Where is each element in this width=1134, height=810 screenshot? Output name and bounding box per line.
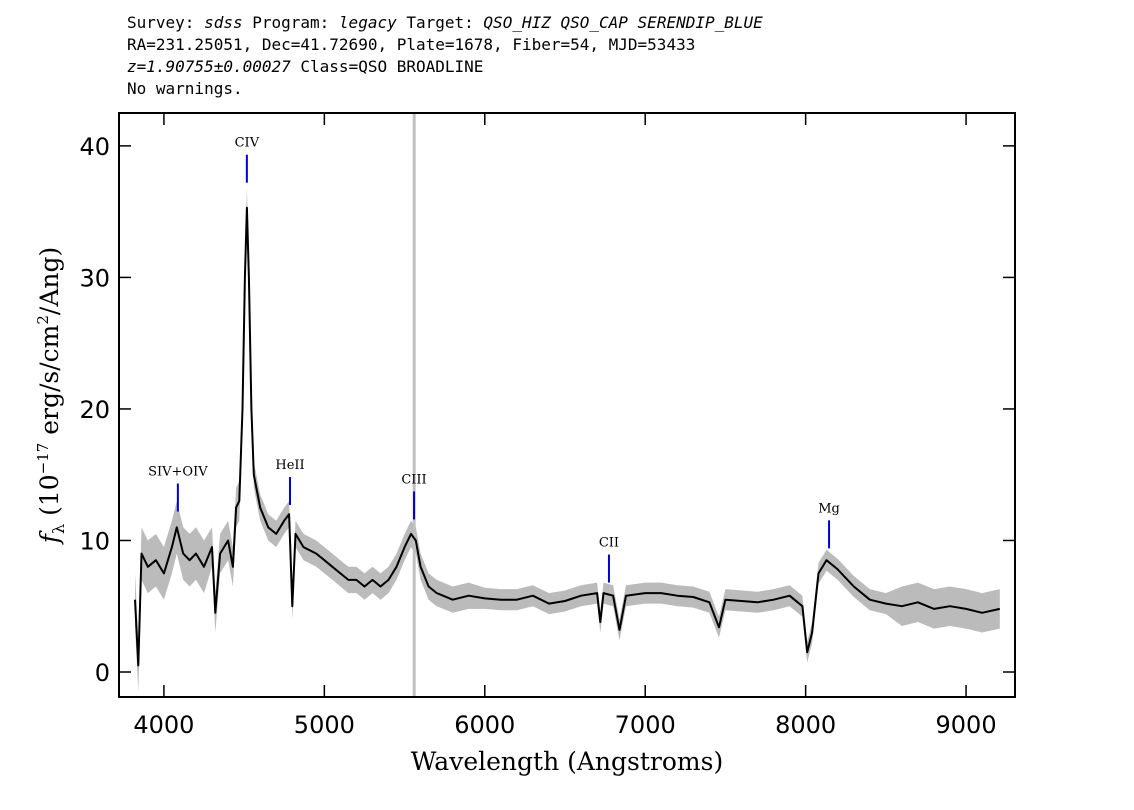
line-label: SIV+OIV: [148, 465, 208, 480]
y-tick-label: 20: [79, 396, 110, 424]
header-text: legacy: [339, 13, 397, 32]
x-tick-label: 8000: [775, 711, 836, 739]
plot-area: SIV+OIV CIV HeII CIII CII Mg: [134, 113, 1001, 697]
header-text: No warnings.: [127, 79, 243, 98]
y-tick-label: 0: [95, 659, 110, 687]
line-label: Mg: [818, 501, 840, 516]
header-text: Survey:: [127, 13, 204, 32]
line-label: CIV: [235, 136, 260, 151]
x-axis-label: Wavelength (Angstroms): [411, 747, 723, 776]
header-text: z=1.90755±0.00027: [127, 57, 291, 76]
y-label-text: −17: [34, 443, 52, 475]
header-text: Target:: [397, 13, 484, 32]
line-label: CII: [599, 536, 619, 551]
plot-frame: [118, 112, 1016, 698]
y-label-text: 2: [34, 315, 52, 325]
header-text: Program:: [243, 13, 339, 32]
x-tick-label: 6000: [454, 711, 515, 739]
header-line: No warnings.: [127, 79, 243, 98]
x-tick-label: 4000: [133, 711, 194, 739]
y-tick-label: 40: [79, 133, 110, 161]
line-label: CIII: [401, 472, 426, 487]
header-line: Survey: sdss Program: legacy Target: QSO…: [127, 13, 763, 32]
header-text: Class=QSO BROADLINE: [291, 57, 484, 76]
x-tick-label: 5000: [294, 711, 355, 739]
x-tick-label: 9000: [936, 711, 997, 739]
line-label: HeII: [275, 458, 304, 473]
header-text: sdss: [204, 13, 243, 32]
spectrum-line: [134, 206, 1001, 667]
y-label-text: erg/s/cm: [35, 324, 64, 442]
header-line: z=1.90755±0.00027 Class=QSO BROADLINE: [127, 57, 483, 76]
x-tick-label: 7000: [615, 711, 676, 739]
header-text: RA=231.25051, Dec=41.72690, Plate=1678, …: [127, 35, 695, 54]
y-label-text: f: [35, 530, 64, 545]
y-tick-label: 30: [79, 264, 110, 292]
error-band: [135, 188, 1000, 692]
y-label-text: (10: [35, 474, 64, 524]
header-text: QSO_HIZ QSO_CAP SERENDIP_BLUE: [483, 13, 763, 32]
header-line: RA=231.25051, Dec=41.72690, Plate=1678, …: [127, 35, 695, 54]
y-label-text: λ: [49, 524, 68, 534]
y-tick-label: 10: [79, 527, 110, 555]
y-axis-label: fλ (10−17 erg/s/cm2/Ang): [34, 247, 68, 546]
y-label-text: /Ang): [35, 247, 64, 315]
